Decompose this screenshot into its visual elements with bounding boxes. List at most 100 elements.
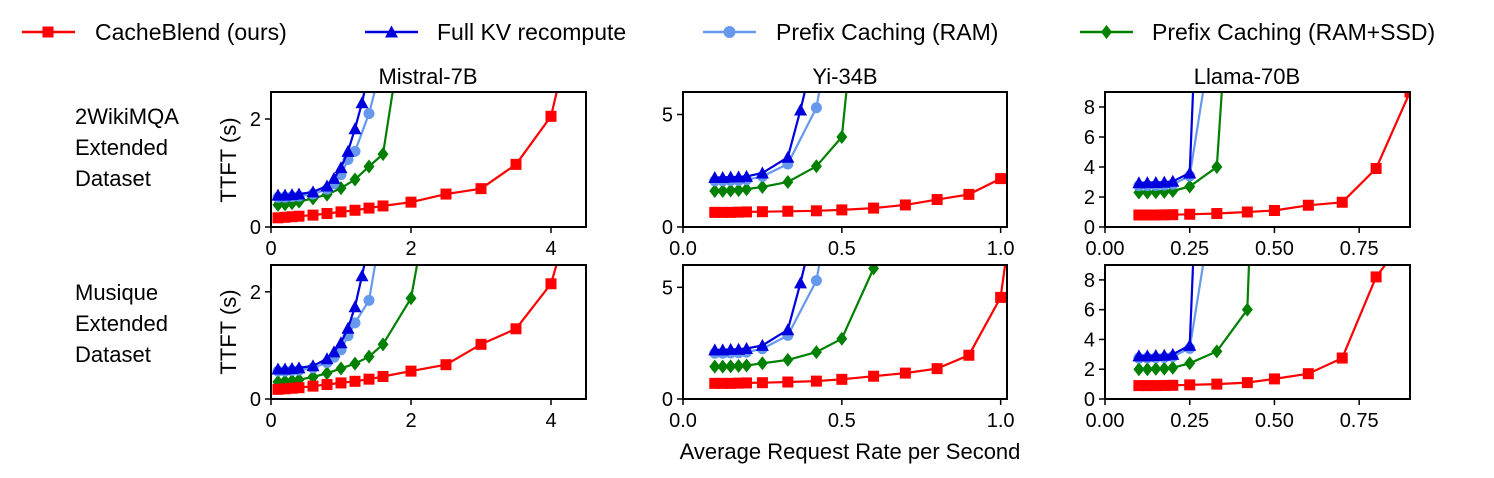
triangle-marker	[320, 179, 334, 192]
row-label-musique: Musique Extended Dataset	[75, 280, 168, 367]
square-marker	[363, 202, 375, 214]
square-marker	[440, 359, 452, 371]
diamond-marker	[349, 172, 361, 187]
square-marker	[741, 377, 753, 389]
axes-frame	[1104, 91, 1411, 228]
diamond-marker	[377, 337, 389, 352]
series-full-kv-recompute	[271, 92, 369, 201]
circle-marker	[810, 275, 822, 287]
y-tick-label: 8	[1084, 270, 1095, 292]
square-marker	[272, 212, 284, 224]
square-marker	[405, 365, 417, 377]
triangle-marker	[1183, 166, 1197, 179]
x-tick-label: 0.5	[828, 410, 856, 432]
diamond-marker	[741, 358, 753, 373]
square-marker	[836, 373, 848, 385]
triangle-marker	[348, 122, 362, 135]
x-tick-label: 0.0	[669, 238, 697, 260]
x-tick-label: 0.25	[1170, 410, 1209, 432]
diamond-marker	[725, 183, 737, 198]
triangle-marker	[355, 96, 369, 109]
square-marker	[335, 377, 347, 389]
square-marker	[931, 363, 943, 375]
y-tick-label: 4	[1084, 329, 1095, 351]
diamond-marker	[782, 352, 794, 367]
triangle-marker	[334, 336, 348, 349]
x-tick-label: 0	[265, 238, 276, 260]
y-tick-label: 8	[1084, 97, 1095, 119]
square-marker	[272, 383, 284, 395]
square-marker	[963, 188, 975, 200]
series-full-kv-recompute	[708, 92, 808, 183]
square-marker	[963, 349, 975, 361]
subplot: 0 2 4 0 2	[250, 91, 587, 260]
diamond-marker	[363, 349, 375, 364]
diamond-marker	[405, 291, 417, 306]
triangle-marker	[781, 323, 795, 336]
triangle-marker	[755, 166, 769, 179]
diamond-marker	[307, 370, 319, 385]
series-full-kv-recompute	[271, 265, 369, 375]
series-line	[1138, 265, 1195, 357]
y-tick-label: 0	[1084, 217, 1095, 239]
square-marker	[1302, 368, 1314, 380]
square-marker	[782, 205, 794, 217]
series-line	[1138, 265, 1205, 360]
y-tick-label: 5	[662, 277, 673, 299]
y-tick-label: 4	[1084, 157, 1095, 179]
square-marker	[279, 211, 291, 223]
diamond-marker	[1141, 362, 1153, 377]
diamond-marker	[335, 361, 347, 376]
y-tick-label: 5	[662, 105, 673, 127]
x-tick-label: 0.5	[828, 238, 856, 260]
diamond-marker	[733, 358, 745, 373]
row-label-line: Extended	[75, 311, 168, 336]
triangle-marker	[327, 171, 341, 184]
square-marker	[1167, 379, 1179, 391]
circle-marker-icon	[723, 26, 736, 38]
square-marker	[405, 196, 417, 208]
x-tick-label: 0.75	[1340, 238, 1379, 260]
square-marker	[741, 206, 753, 218]
diamond-marker	[1211, 344, 1223, 359]
triangle-marker	[341, 321, 355, 334]
plot-area	[708, 265, 1007, 389]
series-cacheblend-ours	[1133, 92, 1410, 221]
diamond-marker	[377, 147, 389, 162]
square-marker	[349, 375, 361, 387]
triangle-marker	[1140, 176, 1154, 189]
x-tick-label: 0.75	[1340, 410, 1379, 432]
y-tick-label: 0	[1084, 389, 1095, 411]
square-marker	[286, 382, 298, 394]
y-axis-label: TTFT (s)	[216, 289, 241, 374]
square-marker	[293, 210, 305, 222]
diamond-marker	[1184, 356, 1196, 371]
axes-frame	[270, 91, 587, 228]
diamond-marker	[349, 356, 361, 371]
circle-marker	[349, 317, 361, 329]
legend-entry-full-kv: Full KV recompute	[365, 19, 626, 45]
square-marker	[475, 338, 487, 350]
row-label-line: Extended	[75, 135, 168, 160]
square-marker	[1150, 209, 1162, 221]
series-line	[714, 265, 821, 355]
triangle-marker	[1183, 338, 1197, 351]
x-tick-label: 0.50	[1255, 410, 1294, 432]
y-tick-label: 0	[250, 389, 261, 411]
diamond-marker	[717, 184, 729, 198]
square-marker	[756, 377, 768, 389]
plot-area	[708, 92, 1007, 218]
legend-label: Prefix Caching (RAM)	[776, 19, 998, 45]
diamond-marker	[756, 179, 768, 194]
x-tick-label: 0.00	[1086, 238, 1125, 260]
y-tick-label: 0	[662, 217, 673, 239]
square-marker	[1241, 206, 1253, 218]
series-cacheblend-ours	[709, 173, 1007, 218]
x-tick-label: 0.25	[1170, 238, 1209, 260]
diamond-marker-icon	[1101, 25, 1112, 39]
plot-area	[1132, 265, 1387, 392]
series-prefix-caching-ram-ssd	[709, 92, 848, 198]
triangle-marker	[306, 185, 320, 198]
series-line	[278, 265, 366, 371]
diamond-marker	[756, 356, 768, 371]
